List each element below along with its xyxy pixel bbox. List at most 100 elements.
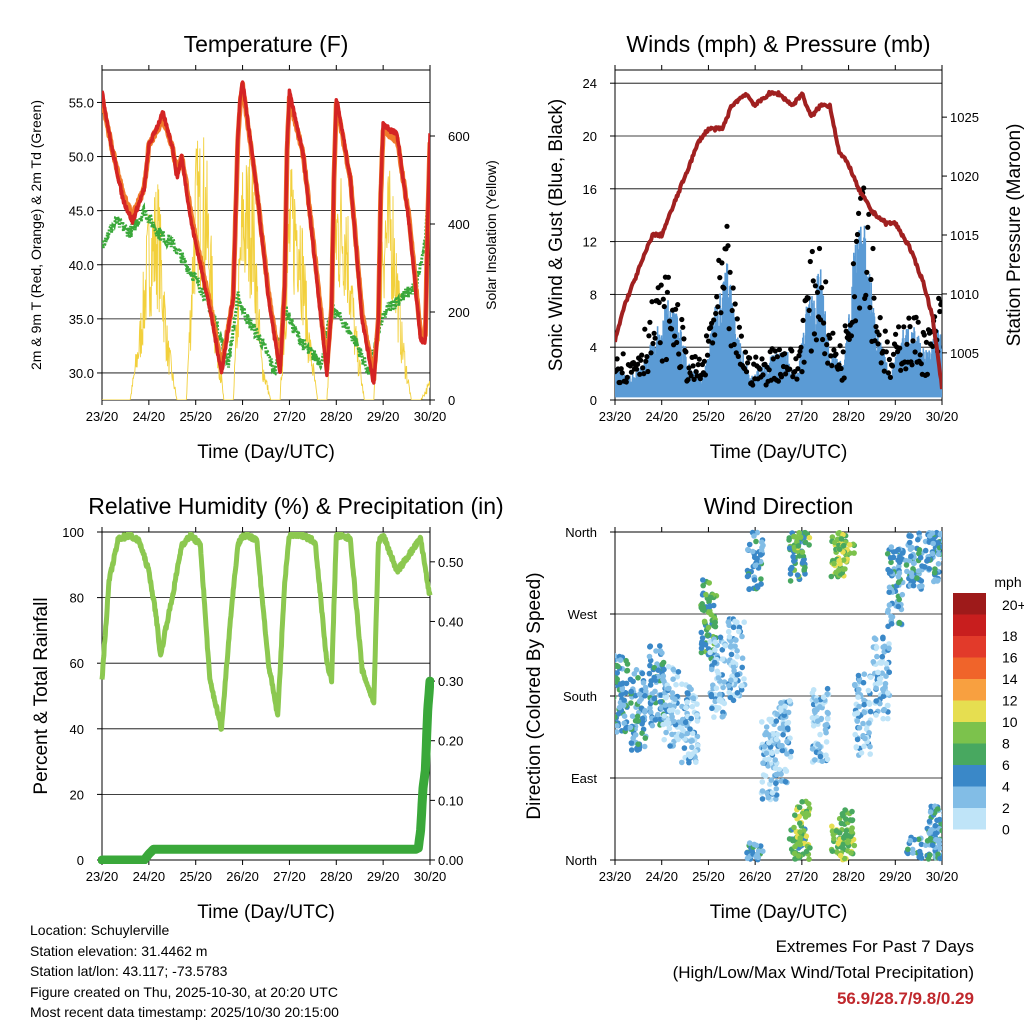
gust-point — [628, 369, 635, 375]
x-tick-label: 25/20 — [692, 409, 725, 424]
direction-point — [760, 848, 766, 854]
direction-point — [698, 649, 705, 656]
x-tick-label: 30/20 — [926, 409, 959, 424]
direction-point — [704, 632, 711, 638]
gust-point — [686, 365, 692, 371]
direction-point — [709, 705, 715, 712]
sonic-wind-bars — [615, 225, 942, 398]
direction-point — [797, 837, 803, 843]
gust-point — [873, 324, 879, 330]
chart-title: Temperature (F) — [184, 31, 349, 57]
y-tick-label: 50.0 — [69, 150, 94, 165]
gust-point — [713, 310, 719, 317]
direction-point — [698, 645, 705, 651]
gust-point — [657, 340, 663, 346]
direction-point — [669, 690, 676, 696]
gust-point — [872, 338, 878, 344]
gust-point — [639, 352, 645, 358]
direction-point — [628, 688, 634, 695]
gust-point — [715, 304, 721, 310]
pressure-line — [615, 89, 942, 390]
direction-point — [728, 651, 735, 658]
direction-point — [773, 786, 780, 792]
gust-point — [753, 354, 759, 360]
direction-point — [785, 709, 792, 716]
gust-point — [742, 349, 749, 355]
direction-point — [753, 853, 759, 860]
direction-point — [773, 771, 780, 778]
direction-point — [836, 546, 843, 553]
direction-point — [651, 674, 657, 681]
direction-point — [782, 703, 788, 710]
direction-point — [628, 700, 634, 706]
direction-point — [694, 718, 701, 724]
direction-point — [885, 607, 891, 614]
y2-tick-label: 600 — [448, 129, 470, 144]
direction-point — [726, 689, 732, 696]
y-tick-label: East — [571, 771, 597, 786]
direction-point — [759, 719, 765, 725]
direction-point — [791, 558, 797, 564]
direction-point — [778, 700, 784, 706]
direction-point — [713, 685, 720, 691]
y-tick-label: 45.0 — [69, 204, 94, 219]
direction-point — [711, 714, 717, 720]
direction-point — [896, 559, 903, 565]
direction-point — [910, 566, 916, 572]
y2-axis-label: Solar Insolation (Yellow) — [483, 160, 499, 310]
y-tick-label: 16 — [583, 182, 597, 197]
legend-label: 4 — [1002, 779, 1010, 795]
direction-point — [861, 697, 867, 704]
x-tick-label: 25/20 — [692, 869, 725, 884]
direction-point — [906, 557, 913, 564]
gust-point — [660, 296, 666, 302]
gust-point — [915, 319, 921, 325]
direction-point — [714, 668, 721, 675]
y-tick-label: 12 — [583, 235, 597, 250]
direction-point — [774, 748, 780, 755]
direction-point — [866, 730, 872, 736]
direction-point — [885, 715, 891, 722]
direction-point — [918, 841, 925, 848]
direction-point — [851, 550, 857, 556]
gust-point — [812, 283, 819, 289]
gust-point — [806, 307, 812, 313]
y-tick-label: 8 — [590, 287, 597, 302]
direction-point — [824, 721, 830, 728]
direction-point — [887, 555, 894, 561]
direction-point — [734, 672, 741, 678]
y2-tick-label: 0.10 — [438, 793, 463, 808]
direction-point — [720, 684, 726, 691]
direction-point — [759, 779, 766, 785]
direction-point — [927, 809, 934, 815]
gust-point — [759, 356, 765, 362]
y-tick-label: South — [563, 689, 597, 704]
direction-point — [817, 731, 823, 738]
gust-point — [623, 379, 629, 385]
gust-point — [680, 324, 686, 330]
direction-point — [720, 709, 726, 716]
direction-point — [692, 748, 698, 755]
direction-point — [786, 698, 793, 704]
direction-point — [852, 731, 858, 738]
direction-point — [886, 645, 892, 652]
direction-point — [886, 641, 892, 647]
gust-point — [766, 367, 772, 373]
gust-point — [727, 269, 733, 275]
gust-point — [693, 369, 699, 375]
gust-point — [690, 363, 696, 369]
direction-point — [938, 530, 942, 537]
gust-point — [870, 245, 876, 252]
direction-point — [796, 530, 802, 536]
gust-point — [750, 382, 756, 388]
direction-point — [941, 536, 942, 541]
y2-tick-label: 1015 — [950, 228, 979, 243]
direction-point — [890, 549, 897, 555]
gust-point — [848, 333, 855, 339]
direction-point — [778, 771, 784, 777]
gust-point — [641, 371, 647, 377]
gust-point — [897, 345, 903, 351]
y-tick-label: 100 — [62, 525, 84, 540]
direction-point — [886, 589, 892, 595]
direction-point — [838, 536, 845, 542]
